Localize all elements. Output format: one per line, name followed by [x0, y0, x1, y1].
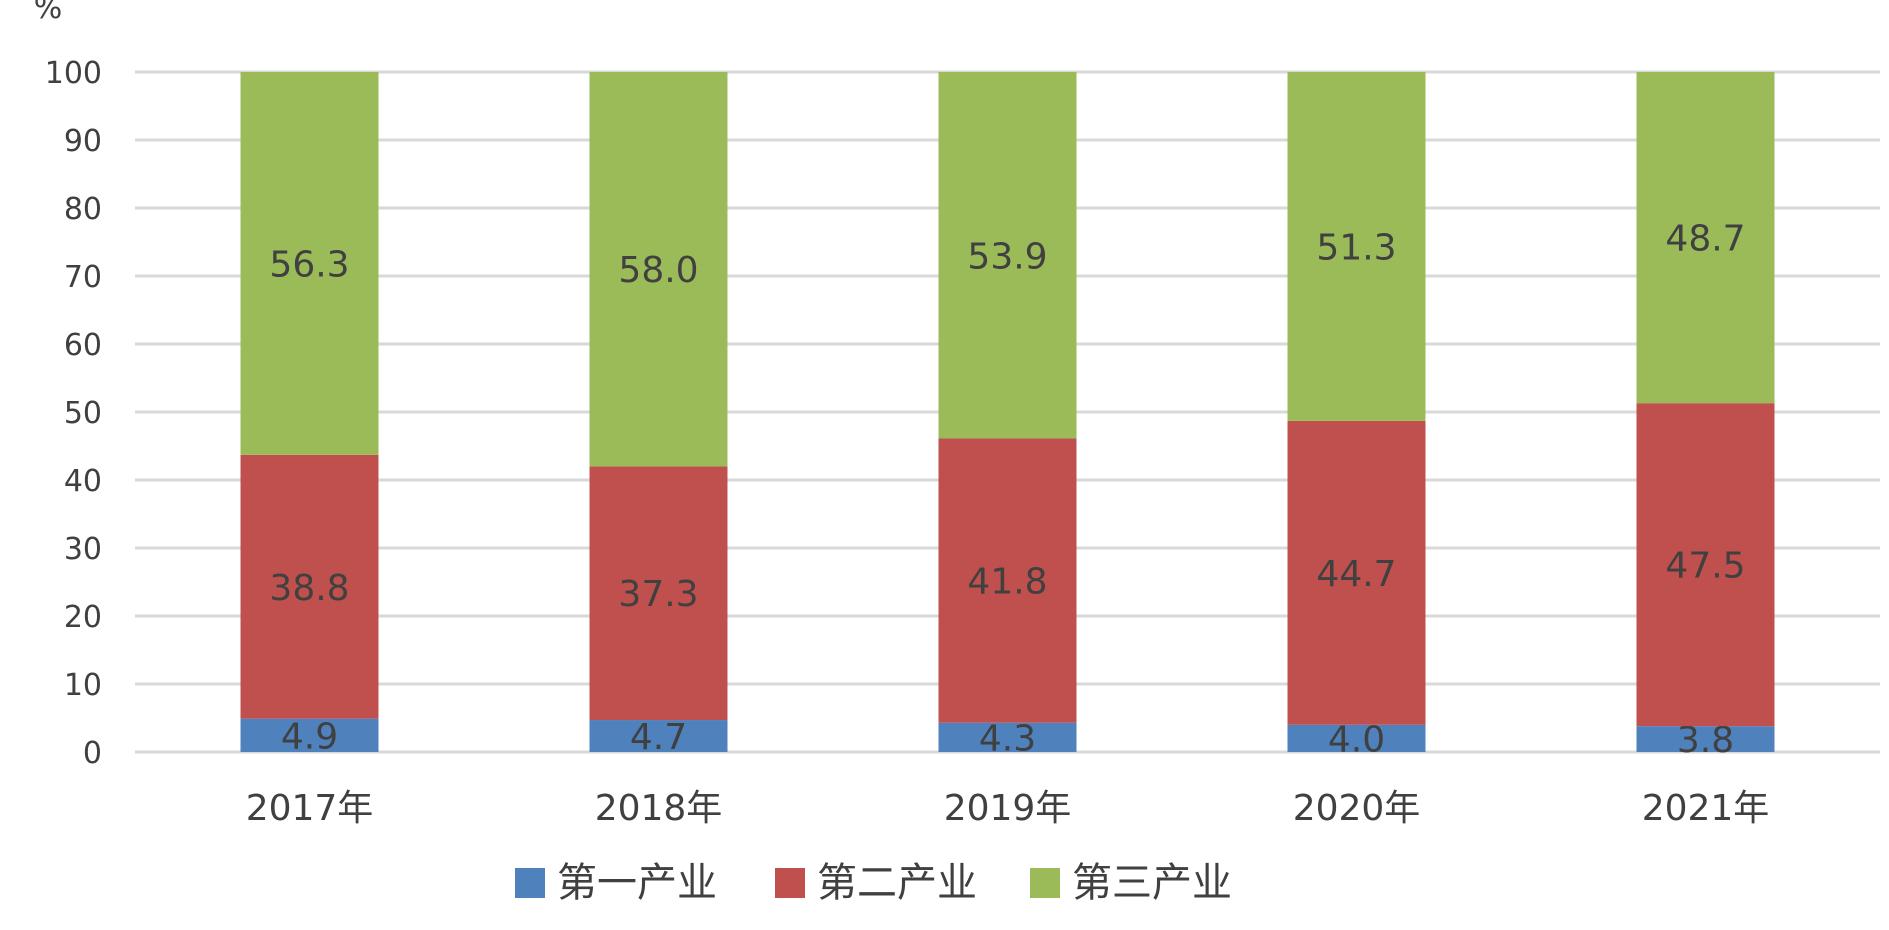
y-tick-label: 10 [64, 668, 102, 703]
data-label: 4.3 [979, 718, 1036, 759]
y-axis-unit-label: % [34, 0, 63, 26]
bar-segment [589, 720, 728, 752]
y-tick-label: 40 [64, 464, 102, 499]
y-tick-label: 50 [64, 396, 102, 431]
bar-segment [240, 72, 379, 455]
data-label: 41.8 [967, 562, 1047, 603]
x-tick-label: 2020年 [1293, 788, 1421, 829]
x-tick-label: 2019年 [944, 788, 1072, 829]
data-label: 4.7 [630, 717, 687, 758]
bar-segment [589, 466, 728, 721]
y-tick-label: 70 [64, 260, 102, 295]
legend-swatch [1030, 868, 1060, 898]
data-label: 4.0 [1328, 719, 1385, 760]
y-tick-label: 0 [83, 736, 102, 771]
data-label: 3.8 [1677, 720, 1734, 761]
y-tick-label: 80 [64, 192, 102, 227]
data-label: 38.8 [269, 568, 349, 609]
legend-swatch [775, 868, 805, 898]
bar-segment [589, 72, 728, 467]
legend: 第一产业 第二产业 第三产业 [515, 860, 1232, 906]
bar-segment [240, 454, 379, 719]
data-label: 47.5 [1665, 546, 1745, 587]
bar-segment [938, 722, 1077, 752]
data-label: 51.3 [1316, 227, 1396, 268]
bar-segment [240, 718, 379, 752]
bar-segment [1636, 403, 1775, 727]
data-label: 58.0 [618, 250, 698, 291]
x-tick-label: 2021年 [1642, 788, 1770, 829]
legend-swatch [515, 868, 545, 898]
bars: 4.9 38.8 56.3 4.7 37.3 58.0 4.3 41.8 53.9 4.0 44.7… [240, 72, 1775, 761]
legend-label: 第三产业 [1072, 860, 1232, 906]
bar-segment [1636, 72, 1775, 404]
data-label: 44.7 [1316, 554, 1396, 595]
legend-label: 第二产业 [817, 860, 977, 906]
bar-segment [1287, 724, 1426, 752]
data-label: 37.3 [618, 574, 698, 615]
bar-segment [1287, 72, 1426, 421]
bar-segment [1636, 726, 1775, 752]
x-axis-ticks: 2017年 2018年 2019年 2020年 2021年 [246, 788, 1770, 829]
y-tick-label: 60 [64, 328, 102, 363]
data-label: 53.9 [967, 236, 1047, 277]
bar-segment [1287, 420, 1426, 725]
x-tick-label: 2018年 [595, 788, 723, 829]
data-label: 48.7 [1665, 219, 1745, 260]
data-label: 4.9 [281, 716, 338, 757]
y-axis-ticks: 0 10 20 30 40 50 60 70 80 90 100 [45, 56, 102, 771]
y-tick-label: 20 [64, 600, 102, 635]
legend-label: 第一产业 [557, 860, 717, 906]
bar-segment [938, 72, 1077, 439]
y-tick-label: 100 [45, 56, 102, 91]
y-tick-label: 30 [64, 532, 102, 567]
data-label: 56.3 [269, 244, 349, 285]
bar-segment [938, 438, 1077, 723]
y-tick-label: 90 [64, 124, 102, 159]
x-tick-label: 2017年 [246, 788, 374, 829]
